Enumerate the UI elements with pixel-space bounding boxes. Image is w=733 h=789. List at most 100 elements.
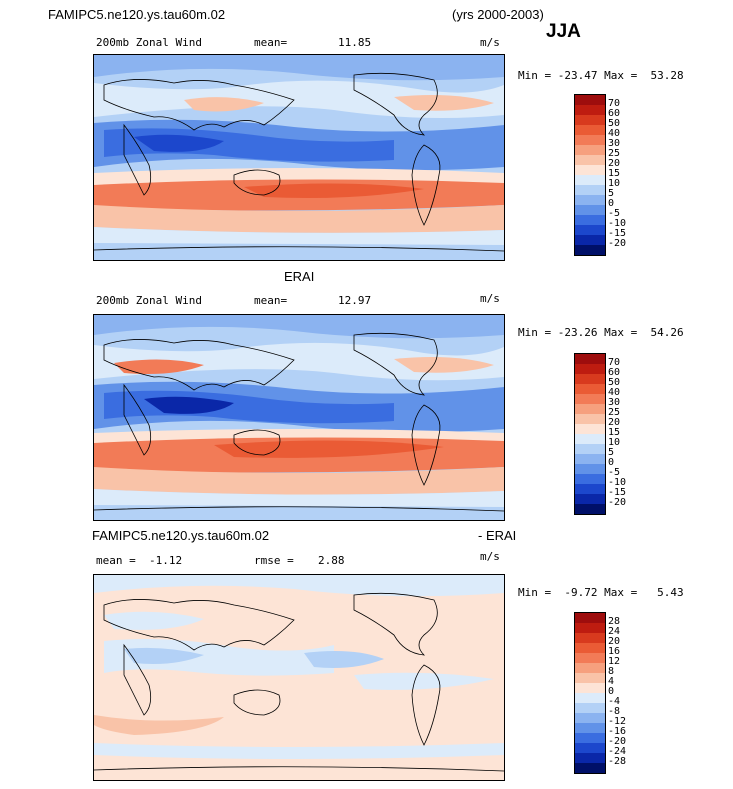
panel2-field-label: 200mb Zonal Wind (96, 294, 202, 307)
colorbar-tick-label: 15 (608, 168, 621, 179)
colorbar-swatch (575, 673, 605, 683)
colorbar-swatch (575, 145, 605, 155)
panel3-colorbar (574, 612, 606, 774)
colorbar-tick-label: 50 (608, 377, 621, 388)
colorbar-tick-label: 20 (608, 158, 621, 169)
panel2-mean-value: 12.97 (338, 294, 372, 307)
panel2-map-svg (94, 315, 504, 520)
colorbar-tick-label: 15 (608, 427, 621, 438)
colorbar-swatch (575, 434, 605, 444)
colorbar-tick-label: -24 (608, 746, 627, 757)
colorbar-tick-label: -28 (608, 756, 627, 767)
colorbar-swatch (575, 613, 605, 623)
case-name-title: FAMIPC5.ne120.ys.tau60m.02 (48, 7, 226, 22)
colorbar-swatch (575, 723, 605, 733)
colorbar-swatch (575, 753, 605, 763)
colorbar-tick-label: 28 (608, 616, 621, 627)
colorbar-swatch (575, 703, 605, 713)
panel1-field-label: 200mb Zonal Wind (96, 36, 202, 49)
colorbar-tick-label: 16 (608, 646, 621, 657)
colorbar-tick-label: 8 (608, 666, 615, 677)
panel1-colorbar (574, 94, 606, 256)
colorbar-swatch (575, 623, 605, 633)
panel3-rmse-label: rmse = (254, 554, 294, 567)
colorbar-swatch (575, 354, 605, 364)
panel3-map-svg (94, 575, 504, 780)
colorbar-tick-label: 0 (608, 198, 615, 209)
colorbar-tick-label: 0 (608, 457, 615, 468)
season-label: JJA (546, 21, 581, 42)
colorbar-tick-label: 60 (608, 367, 621, 378)
colorbar-swatch (575, 394, 605, 404)
colorbar-tick-label: -5 (608, 208, 621, 219)
panel1-units: m/s (480, 36, 500, 49)
panel3-title-minus-obs: - ERAI (478, 528, 517, 543)
panel1-mean-value: 11.85 (338, 36, 372, 49)
panel2-map (93, 314, 505, 521)
colorbar-tick-label: 40 (608, 387, 621, 398)
colorbar-tick-label: 12 (608, 656, 621, 667)
colorbar-swatch (575, 374, 605, 384)
colorbar-tick-label: -15 (608, 487, 627, 498)
colorbar-tick-label: 20 (608, 636, 621, 647)
colorbar-swatch (575, 643, 605, 653)
colorbar-tick-label: 30 (608, 397, 621, 408)
colorbar-swatch (575, 743, 605, 753)
colorbar-swatch (575, 464, 605, 474)
colorbar-tick-label: 4 (608, 676, 615, 687)
colorbar-swatch (575, 245, 605, 255)
colorbar-swatch (575, 733, 605, 743)
colorbar-swatch (575, 125, 605, 135)
colorbar-swatch (575, 135, 605, 145)
colorbar-swatch (575, 763, 605, 773)
colorbar-tick-label: 30 (608, 138, 621, 149)
panel1-map (93, 54, 505, 261)
colorbar-tick-label: 24 (608, 626, 621, 637)
colorbar-swatch (575, 384, 605, 394)
colorbar-tick-label: -10 (608, 218, 627, 229)
colorbar-tick-label: 60 (608, 108, 621, 119)
colorbar-tick-label: -12 (608, 716, 627, 727)
colorbar-tick-label: 5 (608, 188, 615, 199)
colorbar-tick-label: 25 (608, 407, 621, 418)
colorbar-tick-label: 0 (608, 686, 615, 697)
panel1-mean-label: mean= (254, 36, 288, 49)
colorbar-swatch (575, 115, 605, 125)
colorbar-tick-label: -15 (608, 228, 627, 239)
colorbar-swatch (575, 175, 605, 185)
colorbar-swatch (575, 444, 605, 454)
colorbar-tick-label: 50 (608, 118, 621, 129)
panel3-minmax: Min = -9.72 Max = 5.43 (518, 586, 684, 599)
colorbar-swatch (575, 663, 605, 673)
colorbar-tick-label: -10 (608, 477, 627, 488)
colorbar-swatch (575, 235, 605, 245)
panel1-map-svg (94, 55, 504, 260)
colorbar-swatch (575, 185, 605, 195)
panel2-title: ERAI (284, 269, 315, 284)
panel2-units: m/s (480, 292, 500, 305)
years-label: (yrs 2000-2003) (452, 7, 544, 22)
colorbar-tick-label: -20 (608, 736, 627, 747)
colorbar-tick-label: 40 (608, 128, 621, 139)
colorbar-swatch (575, 693, 605, 703)
colorbar-tick-label: 5 (608, 447, 615, 458)
colorbar-swatch (575, 225, 605, 235)
panel3-units: m/s (480, 550, 500, 563)
colorbar-tick-label: -20 (608, 497, 627, 508)
colorbar-swatch (575, 633, 605, 643)
colorbar-tick-label: 10 (608, 178, 621, 189)
colorbar-swatch (575, 474, 605, 484)
colorbar-swatch (575, 424, 605, 434)
colorbar-swatch (575, 494, 605, 504)
colorbar-swatch (575, 484, 605, 494)
colorbar-tick-label: -8 (608, 706, 621, 717)
colorbar-tick-label: 20 (608, 417, 621, 428)
colorbar-swatch (575, 205, 605, 215)
colorbar-tick-label: 70 (608, 357, 621, 368)
colorbar-swatch (575, 215, 605, 225)
colorbar-swatch (575, 454, 605, 464)
colorbar-swatch (575, 414, 605, 424)
panel3-rmse-value: 2.88 (318, 554, 345, 567)
panel3-title-case: FAMIPC5.ne120.ys.tau60m.02 (92, 528, 270, 543)
colorbar-swatch (575, 683, 605, 693)
